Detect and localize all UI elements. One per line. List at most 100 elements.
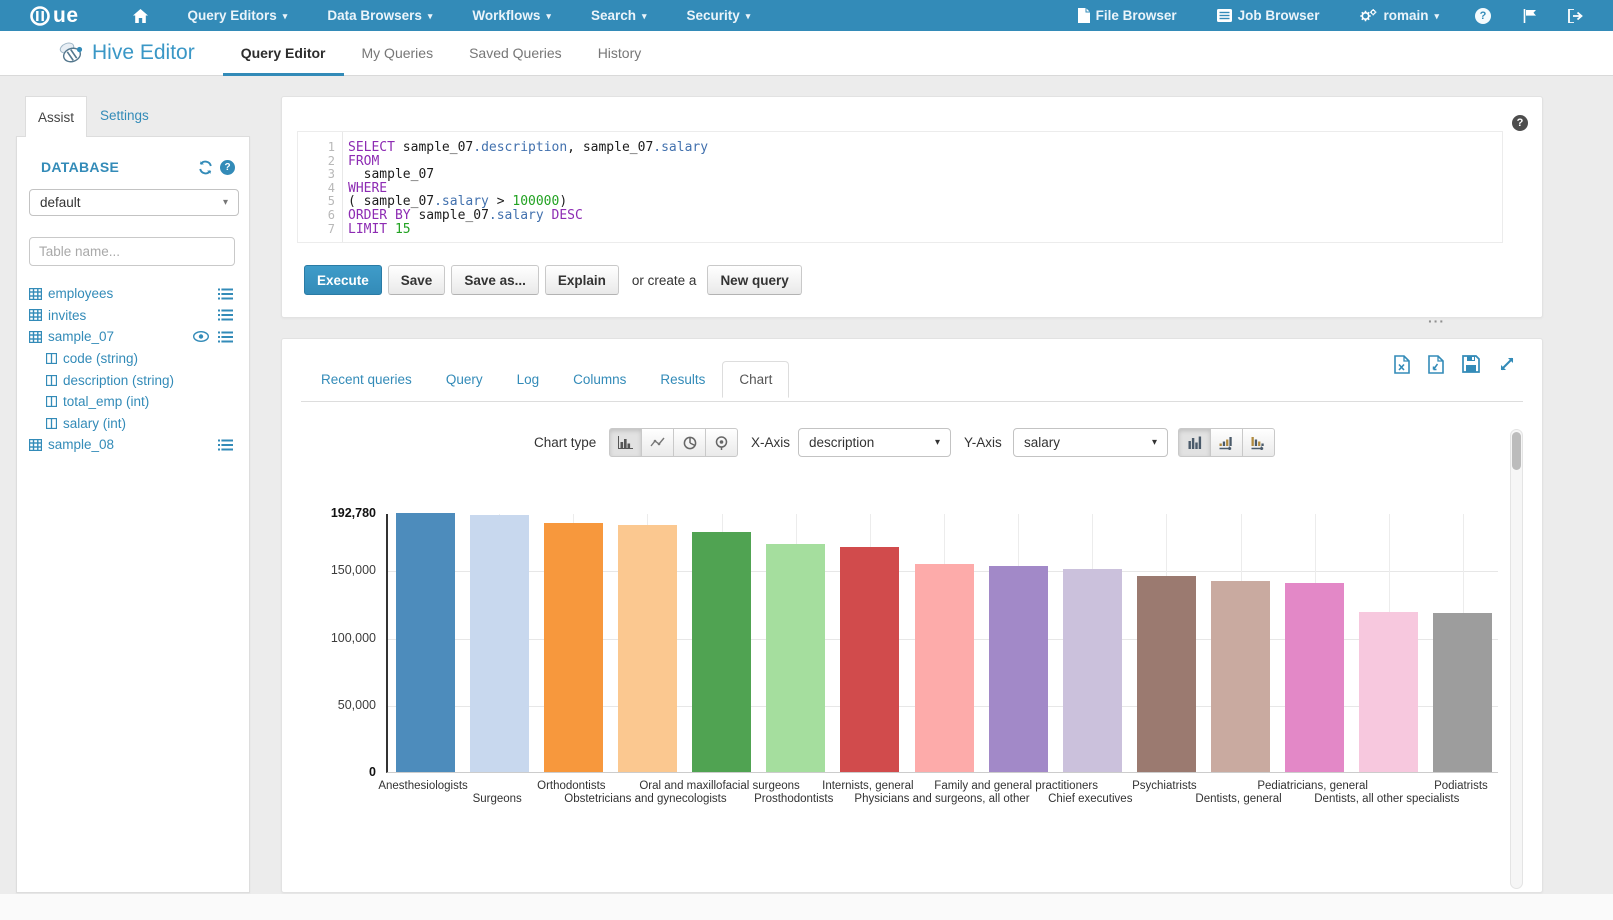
new-query-button[interactable]: New query <box>707 265 802 295</box>
table-name: sample_08 <box>48 437 115 453</box>
explain-button[interactable]: Explain <box>544 265 619 295</box>
column-icon <box>46 417 57 429</box>
sign-out-icon[interactable] <box>1552 0 1599 31</box>
expand-results-icon[interactable] <box>1498 355 1516 374</box>
chart-scrollbar[interactable] <box>1510 429 1523 889</box>
table-menu-icon[interactable] <box>218 288 233 300</box>
tab-columns[interactable]: Columns <box>573 372 627 387</box>
refresh-icon[interactable] <box>198 160 213 175</box>
column-name: description (string) <box>63 372 175 388</box>
nav-job-browser[interactable]: Job Browser <box>1197 0 1340 31</box>
chart-type-map-button[interactable] <box>705 428 738 457</box>
tab-saved-queries[interactable]: Saved Queries <box>469 44 562 61</box>
column-row-description[interactable]: description (string) <box>29 369 241 391</box>
chart-bar[interactable] <box>1211 581 1271 772</box>
table-menu-icon[interactable] <box>218 439 233 451</box>
query-actions: Execute Save Save as... Explain or creat… <box>304 265 808 295</box>
chart-bar[interactable] <box>1136 575 1196 772</box>
flag-icon[interactable] <box>1507 0 1552 31</box>
chart-bar[interactable] <box>469 514 529 772</box>
tab-results[interactable]: Results <box>660 372 706 387</box>
chart-bar[interactable] <box>914 563 974 772</box>
chart-bar[interactable] <box>617 525 677 772</box>
table-row-invites[interactable]: invites <box>29 305 241 327</box>
sql-code[interactable]: SELECT sample_07.description, sample_07.… <box>343 132 1502 242</box>
column-row-total-emp[interactable]: total_emp (int) <box>29 391 241 413</box>
bar-chart-icon <box>618 436 633 449</box>
nav-menu-workflows[interactable]: Workflows ▾ <box>452 0 571 31</box>
chart-bar[interactable] <box>395 513 455 772</box>
chart-bar[interactable] <box>692 532 752 772</box>
x-axis-label: Pediatricians, general <box>1257 780 1368 792</box>
chart-type-bars-button[interactable] <box>609 428 642 457</box>
column-row-salary[interactable]: salary (int) <box>29 413 241 435</box>
app-title[interactable]: Hive Editor <box>58 41 195 65</box>
line-number: 2 <box>327 153 335 168</box>
tab-chart[interactable]: Chart <box>722 361 790 398</box>
chart-scrollbar-thumb[interactable] <box>1512 432 1521 470</box>
nav-file-browser[interactable]: File Browser <box>1058 0 1197 31</box>
x-axis-label: Dentists, all other specialists <box>1314 793 1460 805</box>
column-row-code[interactable]: code (string) <box>29 348 241 370</box>
tab-assist[interactable]: Assist <box>25 96 87 137</box>
tab-settings[interactable]: Settings <box>100 108 149 123</box>
tab-recent-queries[interactable]: Recent queries <box>321 372 412 387</box>
download-csv-icon[interactable] <box>1428 355 1444 374</box>
nav-home[interactable] <box>113 0 168 31</box>
tab-history[interactable]: History <box>597 44 642 61</box>
nav-menu-data-browsers[interactable]: Data Browsers ▾ <box>307 0 452 31</box>
table-row-sample-08[interactable]: sample_08 <box>29 434 241 456</box>
tab-query-editor[interactable]: Query Editor <box>222 31 344 76</box>
chart-bar[interactable] <box>1285 582 1345 772</box>
panel-resize-handle-icon[interactable]: ··· <box>1428 313 1445 329</box>
nav-user-menu[interactable]: romain ▾ <box>1339 0 1459 31</box>
save-button[interactable]: Save <box>387 265 446 295</box>
x-axis-select[interactable]: description ▾ <box>798 428 951 457</box>
chevron-down-icon: ▾ <box>641 10 647 21</box>
tab-query[interactable]: Query <box>445 372 483 387</box>
chart-type-line-button[interactable] <box>641 428 674 457</box>
chart-bar[interactable] <box>840 547 900 772</box>
or-create-a-label: or create a <box>631 272 697 288</box>
sort-descending-button[interactable] <box>1242 428 1275 457</box>
sort-none-button[interactable] <box>1178 428 1211 457</box>
save-as-button[interactable]: Save as... <box>451 265 539 295</box>
execute-button[interactable]: Execute <box>304 265 382 295</box>
database-help-icon[interactable]: ? <box>220 159 235 175</box>
editor-help-icon[interactable]: ? <box>1512 115 1528 131</box>
help-icon[interactable]: ? <box>1459 0 1507 31</box>
y-axis-select[interactable]: salary ▾ <box>1013 428 1168 457</box>
table-icon <box>29 287 42 300</box>
chart-type-pie-button[interactable] <box>673 428 706 457</box>
hue-logo[interactable]: ue <box>28 4 79 28</box>
x-axis-select-value: description <box>809 435 875 450</box>
sort-ascending-button[interactable] <box>1210 428 1243 457</box>
chart-bar[interactable] <box>1433 612 1493 772</box>
nav-menu-query-editors[interactable]: Query Editors ▾ <box>168 0 308 31</box>
table-row-sample-07[interactable]: sample_07 <box>29 326 241 348</box>
tab-my-queries[interactable]: My Queries <box>361 44 434 61</box>
table-row-employees[interactable]: employees <box>29 283 241 305</box>
chart-bar[interactable] <box>766 543 826 772</box>
chart-bar[interactable] <box>988 565 1048 772</box>
table-filter-input[interactable] <box>29 237 235 266</box>
line-number: 1 <box>327 140 335 154</box>
nav-menu-search[interactable]: Search ▾ <box>571 0 667 31</box>
database-select[interactable]: default ▾ <box>29 189 239 216</box>
table-menu-icon[interactable] <box>218 309 233 321</box>
x-axis-label: Dentists, general <box>1195 793 1282 805</box>
tab-log[interactable]: Log <box>516 372 540 387</box>
x-axis-label: Podiatrists <box>1434 780 1488 792</box>
download-xls-icon[interactable] <box>1394 355 1410 374</box>
save-results-icon[interactable] <box>1462 355 1480 374</box>
chart-bar[interactable] <box>543 523 603 772</box>
results-tabbar: Recent queries Query Log Columns Results Char… <box>301 361 1523 402</box>
chart-bar[interactable] <box>1062 568 1122 772</box>
chart-bar[interactable] <box>1359 612 1419 772</box>
table-menu-icon[interactable] <box>218 331 233 343</box>
nav-menu-security[interactable]: Security ▾ <box>667 0 771 31</box>
caret-down-icon: ▾ <box>934 437 940 448</box>
column-icon <box>46 396 57 408</box>
preview-eye-icon[interactable] <box>193 331 209 343</box>
